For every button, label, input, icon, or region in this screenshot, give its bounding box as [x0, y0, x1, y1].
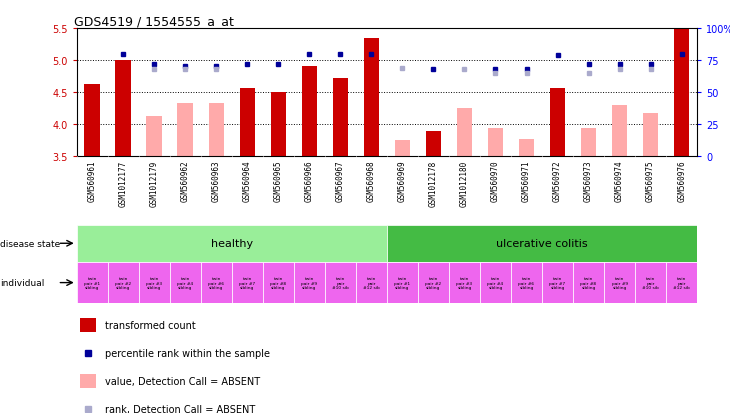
Bar: [364, 39, 379, 157]
Text: GSM1012178: GSM1012178: [429, 161, 438, 206]
Bar: [115, 61, 131, 157]
Bar: [488, 129, 503, 157]
Bar: [169, 262, 201, 304]
Text: GSM1012180: GSM1012180: [460, 161, 469, 206]
Bar: [635, 262, 666, 304]
Bar: [511, 262, 542, 304]
Text: twin
pair #8
sibling: twin pair #8 sibling: [270, 276, 286, 290]
Text: GSM560961: GSM560961: [88, 161, 96, 202]
Text: twin
pair #1
sibling: twin pair #1 sibling: [84, 276, 100, 290]
Bar: [356, 262, 387, 304]
Text: disease state: disease state: [0, 239, 61, 248]
Bar: [457, 109, 472, 157]
Bar: [231, 262, 263, 304]
Bar: [387, 225, 697, 262]
Bar: [147, 116, 162, 157]
Bar: [612, 106, 627, 157]
Text: GSM560963: GSM560963: [212, 161, 220, 202]
Bar: [333, 79, 348, 157]
Bar: [271, 93, 286, 157]
Text: twin
pair #9
sibling: twin pair #9 sibling: [612, 276, 628, 290]
Bar: [542, 262, 573, 304]
Text: rank, Detection Call = ABSENT: rank, Detection Call = ABSENT: [104, 404, 255, 413]
Text: GSM560971: GSM560971: [522, 161, 531, 202]
Bar: [293, 262, 325, 304]
Text: twin
pair #6
sibling: twin pair #6 sibling: [208, 276, 224, 290]
Text: GSM560965: GSM560965: [274, 161, 283, 202]
Text: GSM560962: GSM560962: [181, 161, 190, 202]
Text: healthy: healthy: [211, 239, 253, 249]
Bar: [325, 262, 356, 304]
Text: percentile rank within the sample: percentile rank within the sample: [104, 348, 269, 358]
Text: twin
pair #7
sibling: twin pair #7 sibling: [550, 276, 566, 290]
Text: twin
pair
#10 sib: twin pair #10 sib: [332, 276, 349, 290]
Text: twin
pair #3
sibling: twin pair #3 sibling: [456, 276, 472, 290]
Bar: [201, 262, 232, 304]
Bar: [666, 262, 697, 304]
Text: value, Detection Call = ABSENT: value, Detection Call = ABSENT: [104, 376, 260, 386]
Bar: [643, 114, 658, 157]
Bar: [674, 29, 689, 157]
Bar: [239, 89, 255, 157]
Text: GSM1012177: GSM1012177: [119, 161, 128, 206]
Bar: [77, 262, 108, 304]
Text: twin
pair #1
sibling: twin pair #1 sibling: [394, 276, 410, 290]
Text: twin
pair #8
sibling: twin pair #8 sibling: [580, 276, 596, 290]
Text: twin
pair
#12 sib: twin pair #12 sib: [363, 276, 380, 290]
Bar: [177, 104, 193, 157]
Text: GSM1012179: GSM1012179: [150, 161, 158, 206]
Text: twin
pair
#12 sib: twin pair #12 sib: [673, 276, 690, 290]
Text: twin
pair #4
sibling: twin pair #4 sibling: [177, 276, 193, 290]
Text: GSM560968: GSM560968: [367, 161, 376, 202]
Text: GSM560976: GSM560976: [677, 161, 686, 202]
Bar: [301, 67, 317, 157]
Bar: [449, 262, 480, 304]
Text: twin
pair #7
sibling: twin pair #7 sibling: [239, 276, 255, 290]
Bar: [85, 85, 100, 157]
Text: GSM560970: GSM560970: [491, 161, 500, 202]
Text: GDS4519 / 1554555_a_at: GDS4519 / 1554555_a_at: [74, 15, 234, 28]
Bar: [395, 141, 410, 157]
Bar: [139, 262, 169, 304]
Text: GSM560974: GSM560974: [615, 161, 624, 202]
Bar: [77, 225, 387, 262]
Text: twin
pair #6
sibling: twin pair #6 sibling: [518, 276, 534, 290]
Text: twin
pair #3
sibling: twin pair #3 sibling: [146, 276, 162, 290]
Text: individual: individual: [0, 278, 45, 287]
Bar: [581, 129, 596, 157]
Text: GSM560975: GSM560975: [646, 161, 655, 202]
Text: twin
pair #4
sibling: twin pair #4 sibling: [488, 276, 504, 290]
Bar: [209, 104, 224, 157]
Text: transformed count: transformed count: [104, 320, 196, 330]
Bar: [418, 262, 449, 304]
Text: GSM560969: GSM560969: [398, 161, 407, 202]
Bar: [519, 140, 534, 157]
Text: GSM560973: GSM560973: [584, 161, 593, 202]
Bar: [80, 318, 96, 332]
Bar: [550, 88, 565, 157]
Text: GSM560966: GSM560966: [305, 161, 314, 202]
Bar: [604, 262, 635, 304]
Bar: [573, 262, 604, 304]
Bar: [480, 262, 511, 304]
Text: twin
pair #2
sibling: twin pair #2 sibling: [426, 276, 442, 290]
Text: GSM560964: GSM560964: [243, 161, 252, 202]
Bar: [263, 262, 293, 304]
Text: twin
pair #9
sibling: twin pair #9 sibling: [301, 276, 318, 290]
Text: twin
pair #2
sibling: twin pair #2 sibling: [115, 276, 131, 290]
Text: GSM560967: GSM560967: [336, 161, 345, 202]
Bar: [80, 374, 96, 388]
Bar: [108, 262, 139, 304]
Text: ulcerative colitis: ulcerative colitis: [496, 239, 588, 249]
Bar: [387, 262, 418, 304]
Text: GSM560972: GSM560972: [553, 161, 562, 202]
Bar: [426, 131, 441, 157]
Text: twin
pair
#10 sib: twin pair #10 sib: [642, 276, 659, 290]
